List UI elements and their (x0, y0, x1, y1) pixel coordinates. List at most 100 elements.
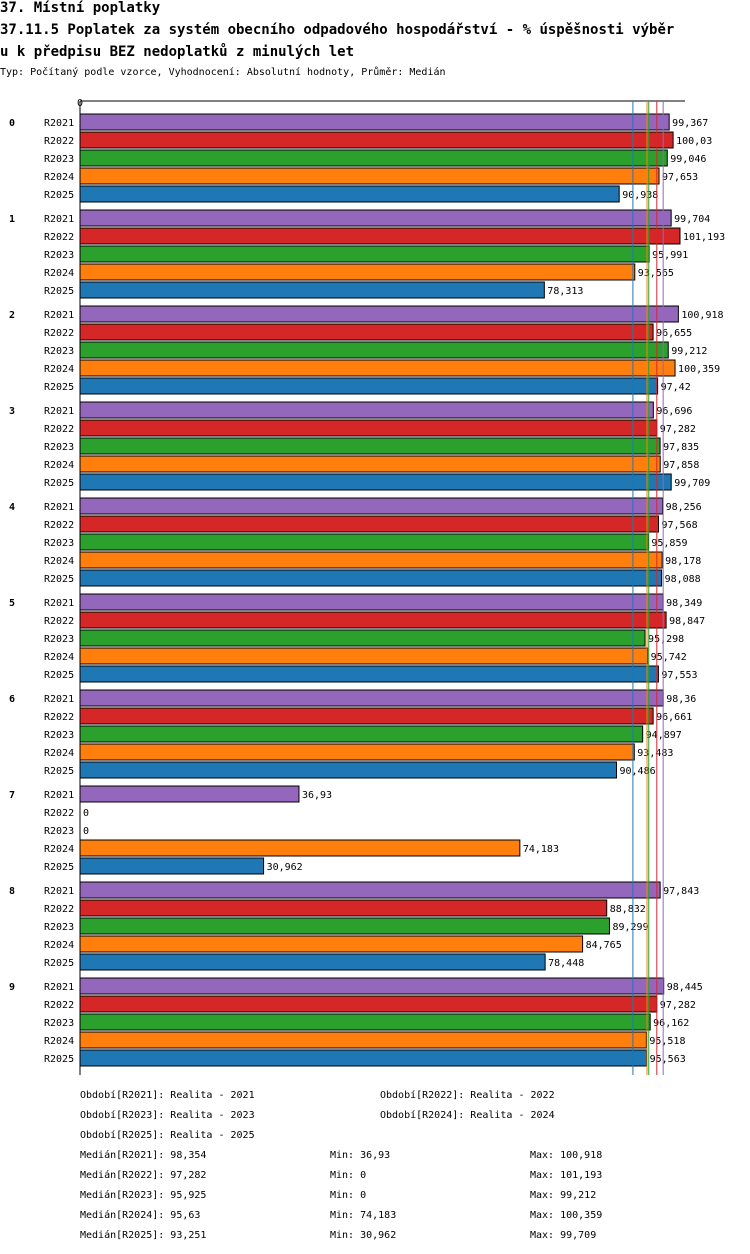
data-label: 96,696 (656, 406, 692, 417)
series-label: R2022 (44, 904, 74, 915)
legend-period: Období[R2023]: Realita - 2023 (80, 1110, 255, 1121)
data-label: 97,282 (660, 424, 696, 435)
bar-R2023 (79, 437, 661, 455)
bar-R2024 (79, 839, 521, 857)
data-label: 95,859 (651, 538, 687, 549)
data-label: 93,483 (637, 748, 673, 759)
data-label: 78,448 (548, 958, 584, 969)
data-label: 99,212 (671, 346, 707, 357)
data-label: 100,918 (681, 310, 723, 321)
series-label: R2022 (44, 1000, 74, 1011)
bar-R2025 (79, 473, 672, 491)
subtitle-line1: 37.11.5 Poplatek za systém obecního odpa… (0, 22, 675, 38)
bar-R2022 (79, 611, 667, 629)
bar-R2022 (79, 995, 658, 1013)
category-label: 9 (9, 982, 15, 993)
series-label: R2024 (44, 940, 74, 951)
series-label: R2021 (44, 310, 74, 321)
data-label: 89,299 (612, 922, 648, 933)
bar-R2021 (79, 977, 665, 995)
series-label: R2021 (44, 406, 74, 417)
series-label: R2023 (44, 730, 74, 741)
category-label: 6 (9, 694, 15, 705)
bar-R2024 (79, 167, 660, 185)
data-label: 78,313 (547, 286, 583, 297)
bar-R2021 (79, 305, 679, 323)
legend-max: Max: 99,709 (530, 1230, 597, 1241)
bar-R2024 (79, 359, 676, 377)
legend-period: Období[R2025]: Realita - 2025 (80, 1130, 255, 1141)
bar-R2025 (79, 377, 659, 395)
bar-R2023 (79, 149, 668, 167)
data-label: 95,518 (649, 1036, 685, 1047)
series-label: R2023 (44, 250, 74, 261)
data-label: 74,183 (523, 844, 559, 855)
series-label: R2022 (44, 232, 74, 243)
series-label: R2024 (44, 268, 74, 279)
bar-R2022 (79, 227, 681, 245)
bar-R2023 (79, 341, 669, 359)
legend-median: Medián[R2024]: 95,63 (80, 1210, 201, 1221)
bar-R2023 (79, 245, 650, 263)
bar-R2021 (79, 401, 654, 419)
legend-min: Min: 0 (330, 1170, 367, 1181)
legend-max: Max: 101,193 (530, 1170, 603, 1181)
series-label: R2025 (44, 286, 74, 297)
data-label: 93,565 (638, 268, 674, 279)
bar-R2025 (79, 857, 265, 875)
bar-R2024 (79, 935, 584, 953)
series-label: R2021 (44, 118, 74, 129)
legend-min: Min: 74,183 (330, 1210, 397, 1221)
series-label: R2024 (44, 1036, 74, 1047)
category-label: 1 (9, 214, 15, 225)
data-label: 95,563 (650, 1054, 686, 1065)
bar-R2021 (79, 593, 664, 611)
series-label: R2025 (44, 382, 74, 393)
series-label: R2023 (44, 154, 74, 165)
legend-median: Medián[R2023]: 95,925 (80, 1190, 207, 1201)
series-label: R2025 (44, 1054, 74, 1065)
data-label: 97,568 (662, 520, 698, 531)
series-label: R2025 (44, 670, 74, 681)
category-label: 7 (9, 790, 15, 801)
series-label: R2022 (44, 136, 74, 147)
series-label: R2025 (44, 766, 74, 777)
series-label: R2024 (44, 652, 74, 663)
series-label: R2021 (44, 598, 74, 609)
data-label: 99,367 (672, 118, 708, 129)
data-label: 95,991 (652, 250, 688, 261)
bar-R2025 (79, 281, 545, 299)
data-label: 95,298 (648, 634, 684, 645)
data-label: 100,03 (676, 136, 712, 147)
chart-type-info: Typ: Počítaný podle vzorce, Vyhodnocení:… (0, 67, 446, 78)
series-label: R2025 (44, 190, 74, 201)
legend-min: Min: 0 (330, 1190, 367, 1201)
series-label: R2023 (44, 922, 74, 933)
data-label: 100,359 (678, 364, 720, 375)
bar-R2024 (79, 647, 649, 665)
series-label: R2024 (44, 748, 74, 759)
data-label: 99,704 (674, 214, 710, 225)
bar-R2022 (79, 707, 654, 725)
data-label: 30,962 (267, 862, 303, 873)
data-label: 95,742 (651, 652, 687, 663)
series-label: R2025 (44, 478, 74, 489)
data-label: 99,709 (674, 478, 710, 489)
series-label: R2025 (44, 862, 74, 873)
bar-R2025 (79, 569, 663, 587)
category-label: 4 (9, 502, 15, 513)
data-label: 90,938 (622, 190, 658, 201)
series-label: R2023 (44, 1018, 74, 1029)
bar-R2024 (79, 551, 663, 569)
legend-median: Medián[R2022]: 97,282 (80, 1170, 207, 1181)
data-label: 97,858 (663, 460, 699, 471)
legend-median: Medián[R2021]: 98,354 (80, 1150, 207, 1161)
bar-R2021 (79, 881, 661, 899)
bar-R2023 (79, 533, 649, 551)
bar-R2023 (79, 1013, 651, 1031)
data-label: 96,162 (653, 1018, 689, 1029)
data-label: 88,832 (610, 904, 646, 915)
data-label: 101,193 (683, 232, 725, 243)
series-label: R2021 (44, 982, 74, 993)
legend-period: Období[R2021]: Realita - 2021 (80, 1090, 255, 1101)
